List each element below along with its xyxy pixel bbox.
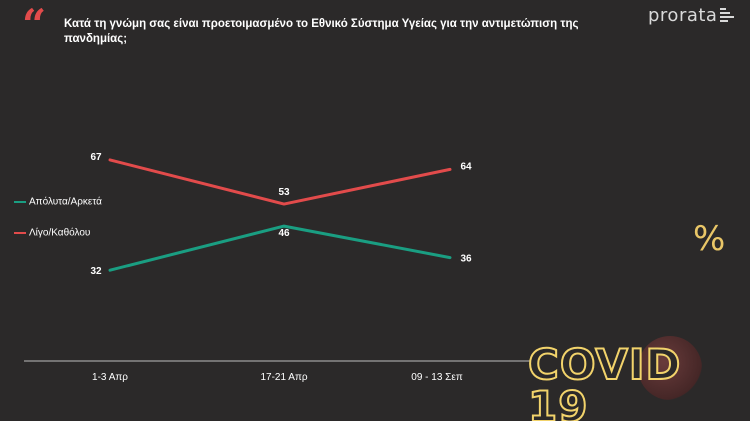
series-line-1 [108, 158, 452, 206]
data-label: 67 [90, 152, 102, 163]
covid-badge: COVID 19 [527, 340, 682, 421]
legend-swatch [14, 200, 26, 203]
x-tick-label: 09 - 13 Σεπ [411, 372, 463, 383]
legend-label: Απόλυτα/Αρκετά [29, 196, 102, 208]
legend-item-0: Απόλυτα/Αρκετά [14, 193, 102, 211]
chart-question: Κατά τη γνώμη σας είναι προετοιμασμένο τ… [64, 18, 579, 45]
x-tick-label: 17-21 Απρ [260, 372, 307, 383]
data-label: 32 [90, 266, 102, 277]
legend-item-1: Λίγο/Καθόλου [14, 224, 90, 242]
quote-mark-icon: “ [22, 0, 47, 49]
legend-label: Λίγο/Καθόλου [29, 227, 91, 239]
data-label: 64 [460, 161, 472, 172]
x-tick-label: 1-3 Απρ [92, 372, 128, 383]
data-label: 36 [460, 254, 472, 265]
data-label: 53 [278, 187, 290, 198]
brand-bars-icon [720, 8, 734, 24]
virus-icon [638, 336, 702, 400]
data-label: 46 [278, 228, 290, 239]
legend-swatch [14, 231, 26, 234]
percent-icon: % [693, 219, 726, 259]
series-line-0 [108, 224, 452, 272]
brand-logo: prorata [648, 5, 718, 26]
